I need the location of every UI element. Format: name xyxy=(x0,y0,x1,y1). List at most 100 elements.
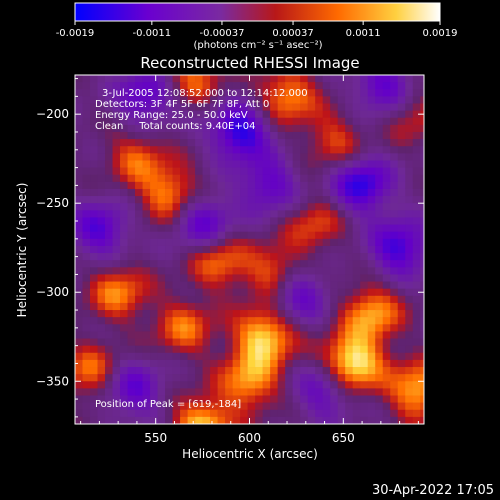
heatmap-cell xyxy=(217,203,226,211)
heatmap-cell xyxy=(127,338,136,346)
heatmap-cell xyxy=(217,103,226,111)
heatmap-cell xyxy=(75,395,83,403)
heatmap-cell xyxy=(97,409,106,418)
heatmap-cell xyxy=(142,181,151,190)
heatmap-cell xyxy=(217,281,226,289)
heatmap-cell xyxy=(225,203,233,211)
heatmap-cell xyxy=(135,416,143,424)
heatmap-cell xyxy=(157,317,166,325)
heatmap-cell xyxy=(367,388,376,396)
heatmap-cell xyxy=(345,338,353,346)
heatmap-cell xyxy=(172,245,181,254)
heatmap-cell xyxy=(337,231,346,240)
heatmap-cell xyxy=(262,124,271,133)
heatmap-cell xyxy=(165,324,173,332)
heatmap-cell xyxy=(135,96,143,104)
heatmap-cell xyxy=(105,295,113,304)
heatmap-cell xyxy=(75,103,83,111)
heatmap-cell xyxy=(105,139,113,147)
heatmap-cell xyxy=(315,260,323,268)
heatmap-cell xyxy=(300,367,308,375)
heatmap-cell xyxy=(202,302,211,311)
heatmap-cell xyxy=(105,103,113,111)
heatmap-cell xyxy=(360,146,369,154)
heatmap-cell xyxy=(285,367,293,375)
heatmap-cell xyxy=(397,188,406,197)
heatmap-cell xyxy=(210,359,218,368)
heatmap-cell xyxy=(270,174,278,183)
heatmap-cell xyxy=(322,103,331,111)
heatmap-cell xyxy=(240,324,248,332)
heatmap-cell xyxy=(397,253,406,261)
heatmap-cell xyxy=(195,210,203,218)
heatmap-cell xyxy=(255,388,263,396)
heatmap-cell xyxy=(165,75,173,83)
heatmap-cell xyxy=(300,395,308,403)
heatmap-cell xyxy=(157,352,166,361)
heatmap-cell xyxy=(330,345,338,354)
heatmap-cell xyxy=(210,409,218,418)
heatmap-cell xyxy=(165,374,173,382)
heatmap-cell xyxy=(112,267,121,275)
heatmap-cell xyxy=(127,388,136,396)
heatmap-cell xyxy=(75,146,83,154)
heatmap-cell xyxy=(337,352,346,361)
heatmap-cell xyxy=(135,89,143,97)
heatmap-cell xyxy=(75,217,83,225)
heatmap-cell xyxy=(360,153,369,161)
heatmap-cell xyxy=(180,203,188,211)
heatmap-cell xyxy=(337,217,346,225)
heatmap-cell xyxy=(345,267,353,275)
heatmap-cell xyxy=(285,245,293,254)
heatmap-cell xyxy=(375,203,384,211)
heatmap-cell xyxy=(142,288,151,297)
heatmap-cell xyxy=(232,96,241,104)
heatmap-cell xyxy=(210,302,218,311)
heatmap-cell xyxy=(322,181,331,190)
heatmap-cell xyxy=(135,196,143,204)
heatmap-cell xyxy=(195,103,203,111)
heatmap-cell xyxy=(240,146,248,154)
heatmap-cell xyxy=(270,374,278,382)
heatmap-cell xyxy=(232,82,241,90)
heatmap-cell xyxy=(135,367,143,375)
heatmap-cell xyxy=(247,203,256,211)
heatmap-cell xyxy=(127,217,136,225)
heatmap-cell xyxy=(375,338,384,346)
heatmap-cell xyxy=(315,153,323,161)
heatmap-cell xyxy=(412,146,421,154)
heatmap-cell xyxy=(405,288,414,297)
heatmap-cell xyxy=(97,295,106,304)
heatmap-cell xyxy=(277,324,286,332)
heatmap-cell xyxy=(142,416,151,424)
heatmap-cell xyxy=(292,402,301,411)
heatmap-cell xyxy=(165,281,173,289)
heatmap-cell xyxy=(322,388,331,396)
heatmap-cell xyxy=(420,331,424,339)
heatmap-cell xyxy=(120,416,128,424)
heatmap-cell xyxy=(210,131,218,140)
heatmap-cell xyxy=(187,110,196,119)
heatmap-cell xyxy=(322,124,331,133)
heatmap-cell xyxy=(412,203,421,211)
heatmap-cell xyxy=(270,146,278,154)
heatmap-cell xyxy=(300,131,308,140)
heatmap-cell xyxy=(397,139,406,147)
heatmap-cell xyxy=(225,367,233,375)
heatmap-cell xyxy=(90,253,98,261)
heatmap-cell xyxy=(165,139,173,147)
heatmap-cell xyxy=(270,416,278,424)
heatmap-cell xyxy=(390,267,399,275)
heatmap-cell xyxy=(240,181,248,190)
heatmap-cell xyxy=(82,210,91,218)
heatmap-cell xyxy=(390,124,399,133)
heatmap-cell xyxy=(322,174,331,183)
heatmap-cell xyxy=(382,89,391,97)
heatmap-cell xyxy=(382,416,391,424)
heatmap-cell xyxy=(210,82,218,90)
heatmap-cell xyxy=(270,231,278,240)
heatmap-cell xyxy=(232,110,241,119)
heatmap-cell xyxy=(382,324,391,332)
heatmap-cell xyxy=(127,374,136,382)
heatmap-cell xyxy=(90,160,98,168)
